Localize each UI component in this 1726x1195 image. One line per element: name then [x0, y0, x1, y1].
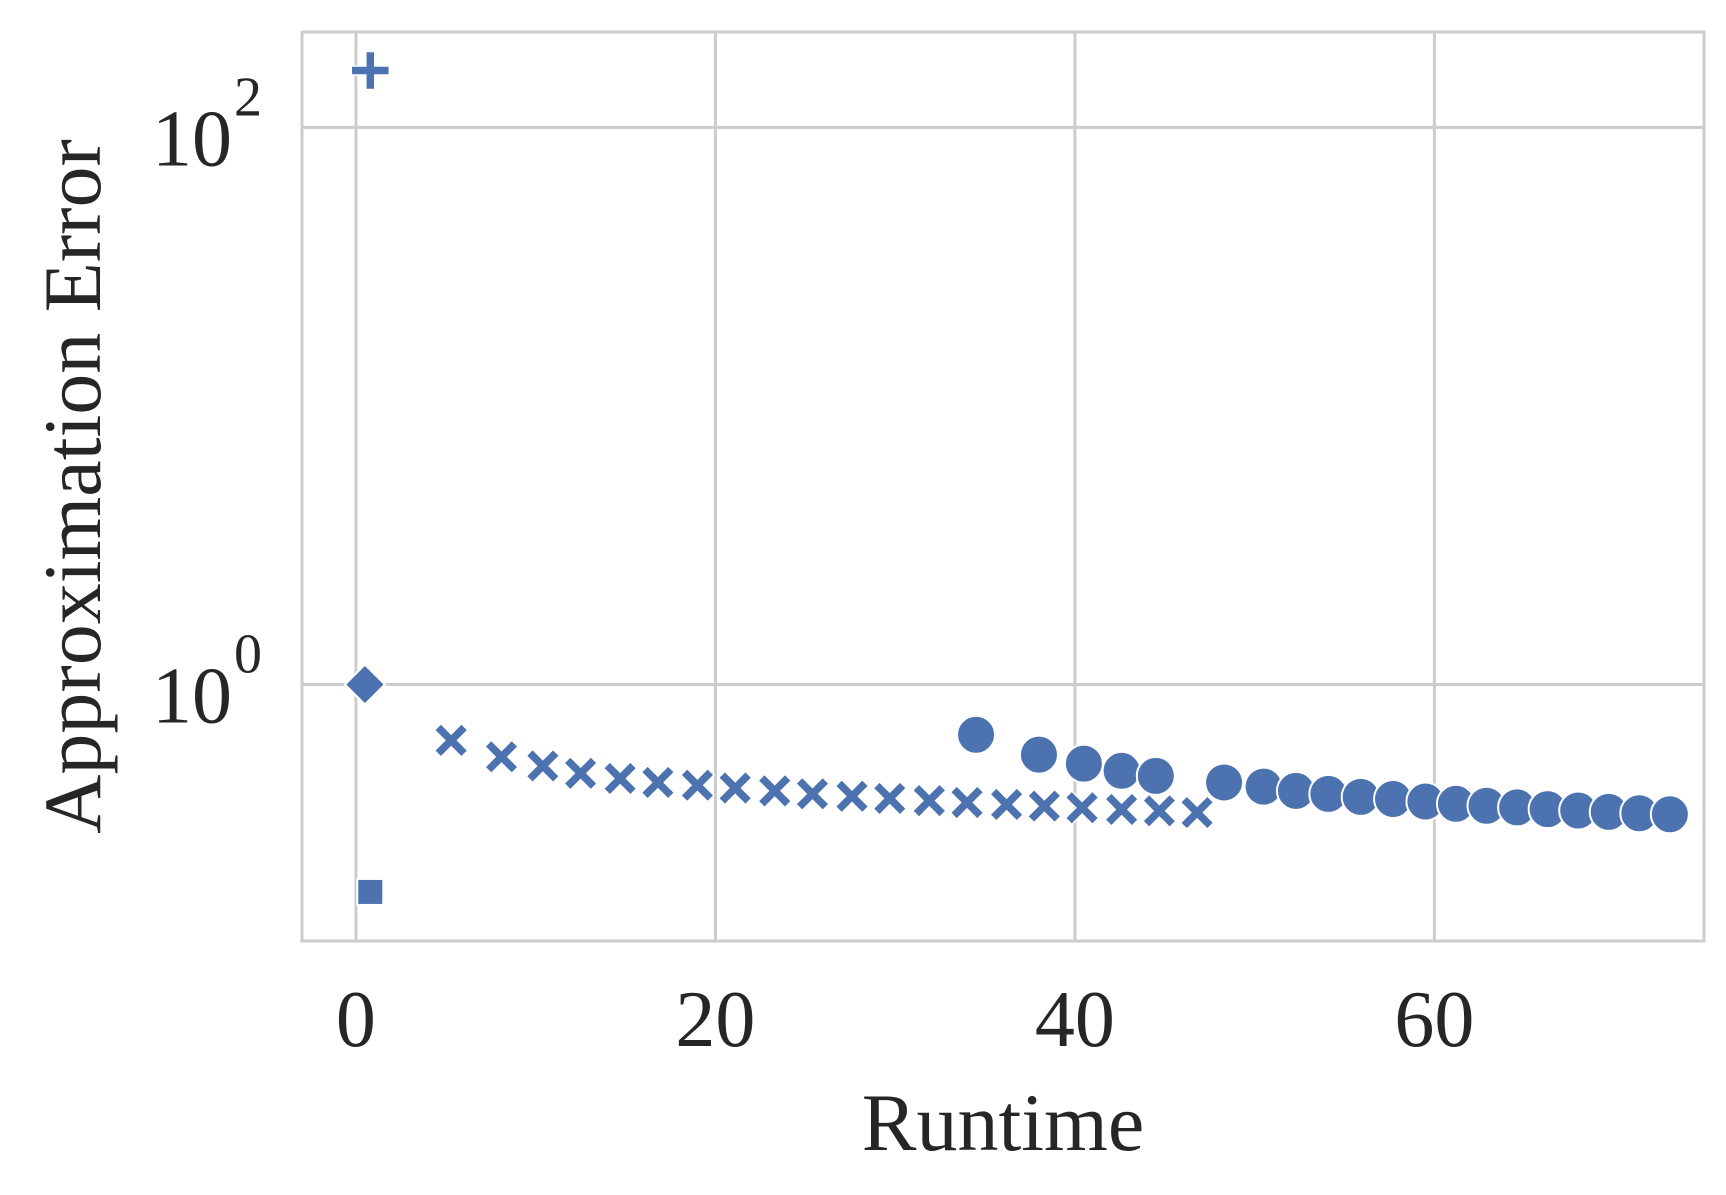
data-point-x	[834, 778, 870, 814]
grid-lines	[302, 32, 1704, 941]
data-point-x	[679, 767, 716, 803]
data-point-circle	[1101, 750, 1142, 791]
y-tick-exponent: 0	[234, 623, 262, 685]
x-tick-label: 20	[675, 976, 755, 1064]
data-point-x	[757, 773, 793, 809]
data-point-x	[602, 760, 638, 797]
data-point-x	[717, 770, 753, 806]
data-point-circle	[1204, 762, 1245, 803]
x-axis-title: Runtime	[862, 1077, 1144, 1168]
data-point-x	[1064, 790, 1100, 826]
data-point-x	[640, 764, 676, 801]
data-point-x	[794, 776, 831, 812]
data-point-circle	[1135, 755, 1176, 796]
data-point-x	[433, 722, 469, 759]
x-tick-label: 60	[1394, 976, 1474, 1064]
data-point-circle	[1018, 734, 1059, 775]
data-point-circle	[956, 714, 997, 755]
data-point-x	[1103, 791, 1140, 828]
data-point-circle	[1063, 743, 1104, 784]
data-point-x	[525, 748, 561, 784]
data-point-plus	[350, 50, 391, 91]
x-tick-label: 0	[336, 976, 376, 1064]
x-tick-labels: 0 20 40 60	[336, 976, 1474, 1064]
data-point-x	[988, 786, 1025, 823]
data-point-x	[1026, 788, 1063, 824]
data-point-x	[872, 780, 908, 817]
data-point-x	[949, 784, 985, 821]
data-point-x	[911, 782, 947, 819]
plot-area-frame	[300, 30, 1706, 943]
y-tick-label: 10	[152, 652, 232, 740]
y-tick-label: 10	[152, 95, 232, 183]
x-tick-label: 40	[1035, 976, 1115, 1064]
data-point-x	[1179, 794, 1215, 831]
data-point-x	[562, 755, 599, 791]
y-tick-exponent: 2	[234, 66, 262, 128]
data-point-diamond	[343, 663, 387, 706]
data-point-square	[356, 877, 385, 906]
data-points	[343, 50, 1690, 906]
data-point-x	[483, 739, 520, 775]
y-axis-title: Approximation Error	[27, 139, 118, 834]
data-point-circle	[1649, 794, 1690, 835]
